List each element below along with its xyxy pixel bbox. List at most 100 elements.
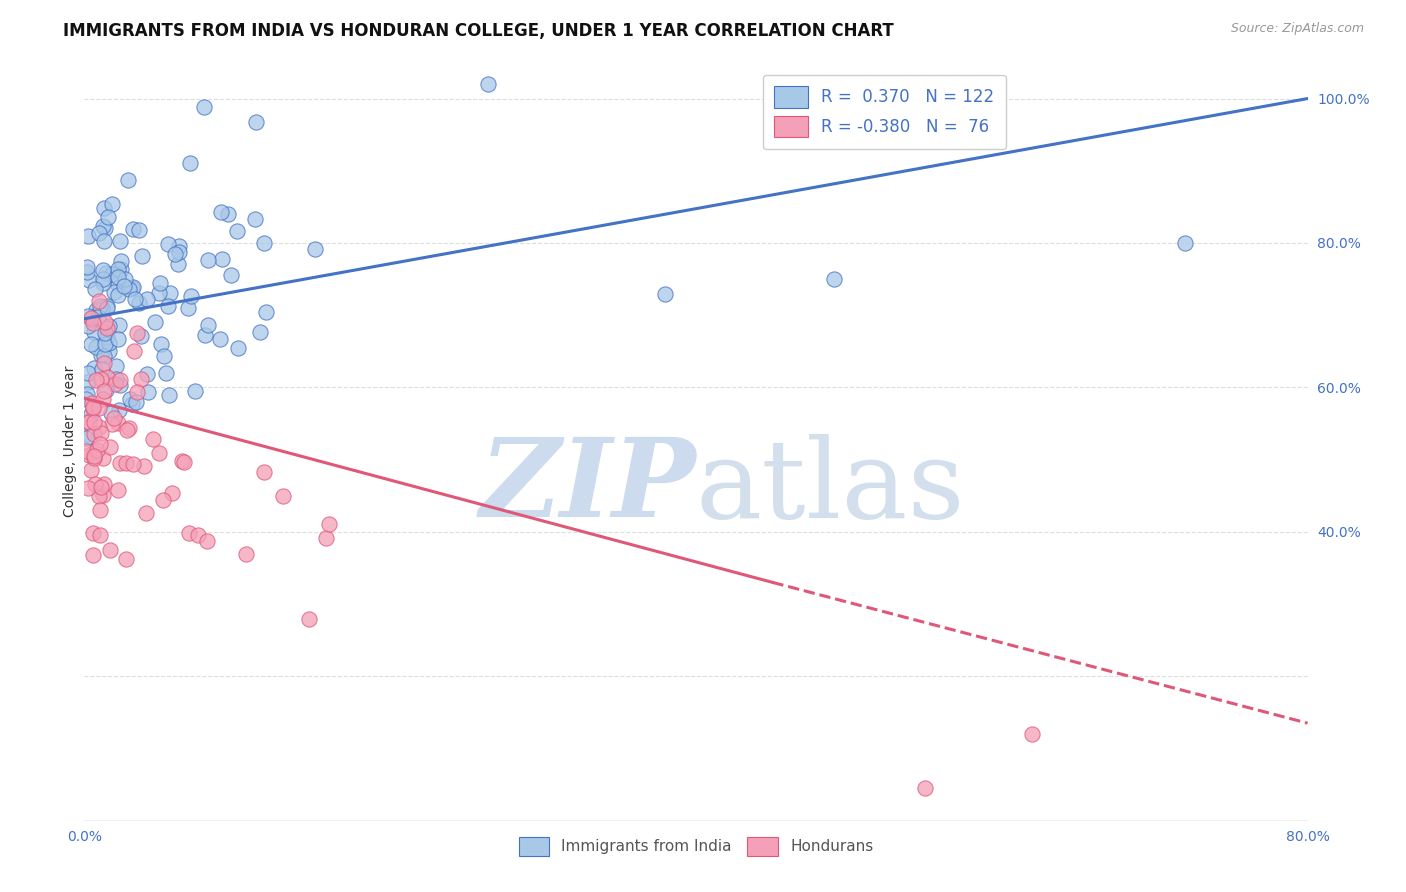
Point	[115, 424, 138, 438]
Point	[122, 457, 145, 471]
Point	[91, 276, 114, 290]
Point	[131, 249, 153, 263]
Point	[83, 426, 105, 441]
Point	[197, 253, 219, 268]
Point	[90, 348, 112, 362]
Point	[80, 463, 103, 477]
Point	[100, 406, 122, 420]
Point	[122, 344, 145, 359]
Point	[208, 332, 231, 346]
Point	[141, 432, 163, 446]
Point	[121, 281, 143, 295]
Point	[101, 267, 124, 281]
Point	[80, 312, 103, 326]
Point	[235, 548, 257, 562]
Point	[118, 421, 141, 435]
Point	[93, 356, 115, 370]
Point	[77, 448, 100, 462]
Point	[89, 299, 111, 313]
Point	[107, 416, 129, 430]
Point	[193, 99, 215, 113]
Point	[84, 303, 107, 318]
Point	[110, 377, 132, 392]
Text: IMMIGRANTS FROM INDIA VS HONDURAN COLLEGE, UNDER 1 YEAR CORRELATION CHART: IMMIGRANTS FROM INDIA VS HONDURAN COLLEG…	[63, 22, 894, 40]
Point	[167, 257, 190, 271]
Point	[75, 392, 97, 406]
Point	[93, 221, 115, 235]
Point	[98, 543, 121, 558]
Legend: Immigrants from India, Hondurans: Immigrants from India, Hondurans	[513, 830, 879, 863]
Point	[84, 282, 107, 296]
Point	[195, 533, 218, 548]
Point	[103, 285, 125, 300]
Point	[91, 301, 114, 315]
Point	[197, 318, 219, 332]
Point	[107, 288, 129, 302]
Point	[80, 407, 103, 421]
Point	[93, 384, 115, 399]
Point	[96, 299, 118, 313]
Point	[121, 222, 143, 236]
Point	[110, 261, 132, 276]
Point	[77, 229, 100, 244]
Point	[87, 226, 110, 240]
Point	[150, 337, 173, 351]
Point	[225, 223, 247, 237]
Point	[94, 315, 117, 329]
Point	[107, 483, 129, 497]
Point	[173, 455, 195, 469]
Point	[157, 237, 180, 252]
Point	[82, 549, 104, 563]
Point	[83, 450, 105, 465]
Point	[115, 456, 138, 470]
Point	[103, 410, 125, 425]
Point	[93, 349, 115, 363]
Point	[157, 299, 180, 313]
Point	[167, 244, 190, 259]
Point	[253, 465, 276, 479]
Point	[108, 235, 131, 249]
Point	[132, 459, 155, 474]
Point	[93, 201, 115, 215]
Point	[82, 401, 104, 416]
Point	[96, 370, 118, 384]
Point	[148, 445, 170, 459]
Point	[131, 372, 153, 386]
Point	[179, 525, 201, 540]
Point	[187, 528, 209, 542]
Text: ZIP: ZIP	[479, 434, 696, 541]
Point	[108, 318, 131, 332]
Point	[170, 454, 193, 468]
Point	[91, 488, 114, 502]
Point	[177, 301, 200, 315]
Point	[184, 384, 207, 398]
Point	[180, 288, 202, 302]
Point	[77, 309, 100, 323]
Point	[94, 326, 117, 340]
Point	[135, 292, 157, 306]
Point	[194, 328, 217, 343]
Point	[76, 260, 98, 274]
Point	[249, 325, 271, 339]
Point	[76, 387, 98, 401]
Point	[108, 402, 131, 417]
Point	[105, 372, 128, 386]
Point	[84, 340, 107, 354]
Point	[79, 429, 101, 443]
Point	[96, 301, 118, 316]
Point	[101, 196, 124, 211]
Point	[79, 311, 101, 326]
Point	[82, 526, 104, 541]
Point	[83, 361, 105, 376]
Point	[148, 286, 170, 301]
Point	[98, 336, 121, 351]
Point	[94, 383, 117, 397]
Point	[112, 279, 135, 293]
Point	[77, 415, 100, 429]
Point	[226, 341, 249, 355]
Point	[477, 77, 499, 91]
Point	[125, 326, 148, 340]
Point	[76, 366, 98, 380]
Point	[118, 392, 141, 406]
Point	[117, 282, 139, 296]
